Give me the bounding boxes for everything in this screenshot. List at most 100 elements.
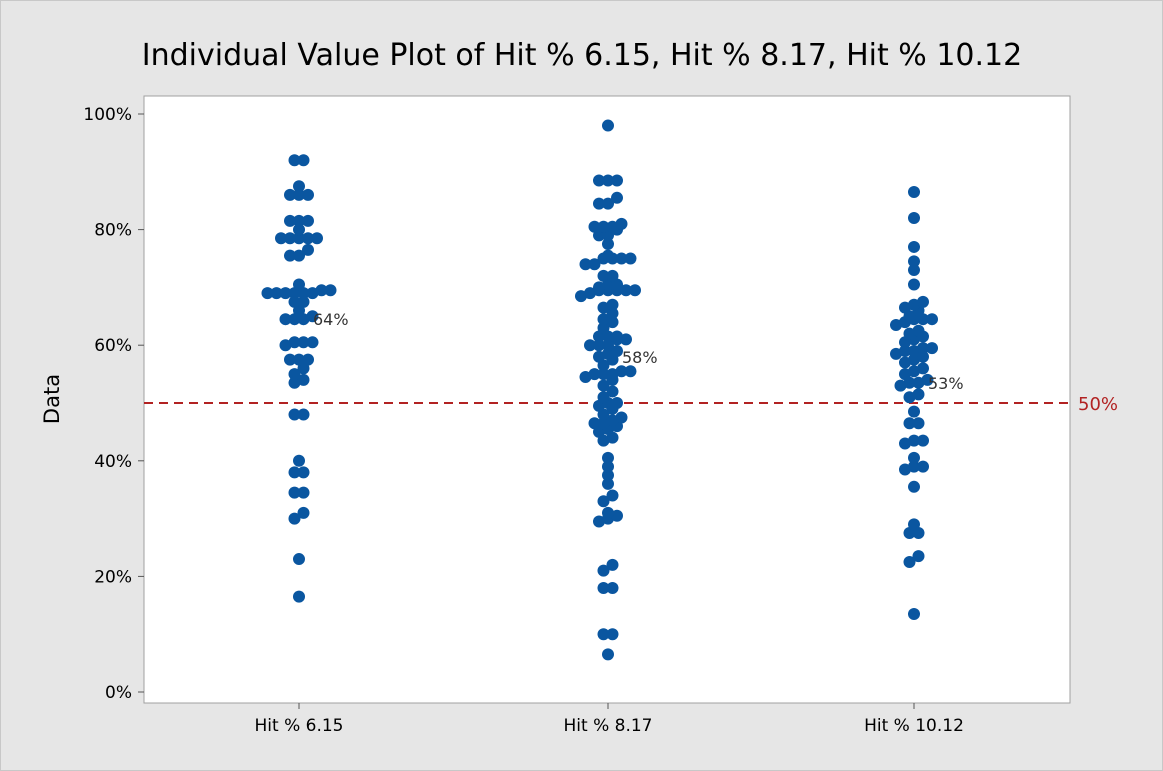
data-point	[908, 186, 920, 199]
data-point	[917, 350, 929, 363]
data-point	[908, 405, 920, 418]
data-point	[293, 278, 305, 291]
data-point	[602, 347, 614, 360]
data-point	[899, 437, 911, 450]
data-point	[899, 368, 911, 381]
data-point	[602, 460, 614, 473]
data-point	[620, 333, 632, 346]
data-point	[288, 486, 301, 499]
reference-line-group: 50%	[144, 394, 1118, 415]
reference-line-label: 50%	[1078, 394, 1118, 415]
data-point	[579, 370, 592, 383]
data-point	[302, 353, 314, 366]
data-point	[602, 506, 614, 519]
data-point	[606, 307, 619, 320]
data-point	[315, 284, 328, 297]
data-point	[917, 362, 929, 375]
data-point	[606, 316, 619, 329]
data-point	[293, 553, 305, 566]
data-point	[288, 512, 301, 525]
data-point	[912, 417, 925, 430]
data-point	[324, 284, 337, 297]
data-point	[284, 249, 296, 262]
data-point	[293, 353, 305, 366]
data-point	[629, 284, 641, 297]
data-point	[917, 434, 929, 447]
data-point	[606, 558, 619, 571]
data-point	[615, 217, 628, 230]
data-point	[293, 188, 305, 201]
data-point	[593, 339, 605, 352]
data-point	[293, 454, 305, 467]
data-point	[284, 353, 296, 366]
data-point	[912, 324, 925, 337]
data-point	[597, 301, 610, 314]
data-point	[899, 301, 911, 314]
y-tick-label: 100%	[83, 105, 132, 125]
data-point	[890, 347, 902, 360]
data-point	[597, 628, 610, 641]
y-axis-title: Data	[40, 374, 64, 424]
data-point	[611, 191, 623, 204]
data-point	[297, 486, 310, 499]
data-point	[306, 287, 319, 300]
data-point	[908, 460, 920, 473]
data-point	[593, 174, 605, 187]
data-point	[602, 197, 614, 210]
data-point	[597, 313, 610, 326]
data-point	[912, 550, 925, 563]
data-point	[579, 258, 592, 271]
data-point	[908, 434, 920, 447]
data-point	[597, 220, 610, 233]
y-tick-label: 0%	[105, 683, 132, 703]
data-point	[302, 214, 314, 227]
data-point	[908, 240, 920, 253]
data-point	[597, 391, 610, 404]
x-tick-label: Hit % 8.17	[564, 716, 653, 736]
data-point	[597, 495, 610, 508]
data-point	[288, 376, 301, 389]
data-point	[297, 336, 310, 349]
data-point	[912, 376, 925, 389]
data-point	[908, 264, 920, 277]
x-tick-label: Hit % 6.15	[255, 716, 344, 736]
data-point	[306, 336, 319, 349]
data-point	[615, 252, 628, 265]
data-point	[297, 154, 310, 167]
median-labels: 64% 58% 53%	[313, 310, 964, 393]
data-point	[624, 365, 637, 378]
data-point	[584, 339, 596, 352]
data-point	[584, 287, 596, 300]
data-point	[293, 232, 305, 245]
data-point	[899, 344, 911, 357]
data-point	[284, 188, 296, 201]
data-point	[908, 451, 920, 464]
data-point	[917, 342, 929, 355]
data-point	[602, 249, 614, 262]
data-point	[588, 258, 601, 271]
data-point	[899, 463, 911, 476]
data-point	[606, 489, 619, 502]
data-point	[288, 336, 301, 349]
data-point	[611, 509, 623, 522]
data-point	[620, 284, 632, 297]
data-point	[606, 368, 619, 381]
data-point	[293, 180, 305, 193]
data-point	[890, 318, 902, 331]
data-point	[261, 287, 274, 300]
data-point	[602, 469, 614, 482]
data-point	[597, 564, 610, 577]
data-point	[615, 365, 628, 378]
data-point	[903, 417, 916, 430]
data-point	[597, 368, 610, 381]
data-point	[284, 214, 296, 227]
data-point	[903, 391, 916, 404]
data-point	[279, 339, 292, 352]
median-label: 58%	[622, 348, 658, 367]
y-tick-label: 60%	[94, 336, 132, 356]
data-point	[615, 411, 628, 424]
data-point	[297, 295, 310, 308]
data-point	[908, 255, 920, 268]
data-point	[593, 515, 605, 528]
